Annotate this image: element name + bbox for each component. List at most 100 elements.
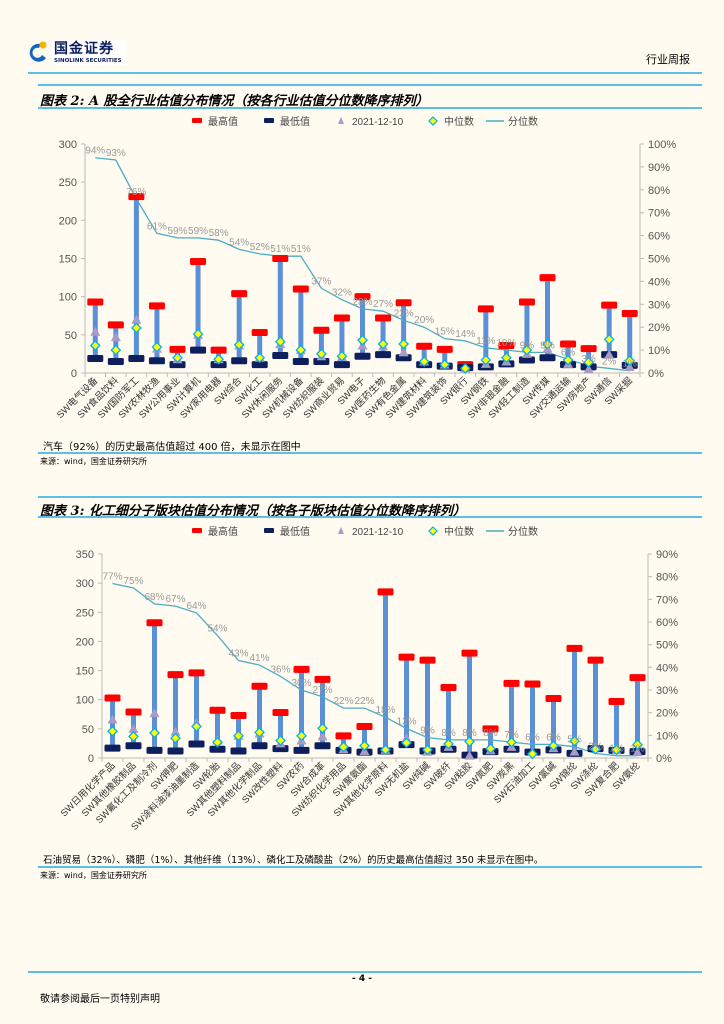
logo-icon [29,41,47,62]
min-marker [539,354,556,362]
range-bar [278,712,283,749]
median-marker [170,732,181,744]
range-bar [565,343,571,365]
range-bar [551,698,556,750]
range-bar [277,258,283,356]
percentile-label: 54% [229,237,249,248]
range-bar [133,196,139,359]
percentile-label: 6% [546,732,561,743]
max-marker [167,671,184,679]
max-marker [125,708,142,716]
percentile-label: 1% [609,744,624,755]
range-bar [383,591,388,752]
max-marker [293,665,310,673]
min-marker [333,361,350,369]
median-marker [338,741,349,753]
range-bar [339,318,345,365]
max-marker [251,682,268,690]
industry-valuation-chart: 最高值 最低值 2021-12-10 中位数 分位数 0 50 100 150 200 250 300… [54,115,676,421]
percentile-label: 23% [394,308,414,319]
range-bar [318,330,324,362]
max-marker [148,302,165,310]
median-marker [128,731,139,742]
legend-label: 最高值 [208,115,238,128]
percentile-label: 8% [441,728,456,739]
legend-min-marker [264,118,274,123]
max-marker [210,346,227,354]
median-marker [296,730,307,742]
y-tick-label: 250 [59,177,77,189]
median-marker [274,336,286,348]
y-tick-label: 150 [59,254,77,266]
median-marker [357,334,368,346]
percentile-label: 2% [602,356,617,367]
percentile-label: 27% [373,299,393,310]
percentile-label: 43% [228,649,248,660]
figure3-note: 石油贸易（32%）、磷肥（1%）、其他纤维（13%）、磷化工及磷酸盐（2%）的历… [43,855,544,866]
min-marker [148,357,165,365]
report-type: 行业周报 [646,53,690,66]
median-marker [611,744,622,756]
percentile-label: 58% [209,228,229,239]
percentile-label: 51% [270,244,290,255]
legend-current-marker [338,117,344,124]
median-marker [254,726,265,738]
percentile-label: 7% [504,730,519,741]
median-marker [191,721,202,732]
max-marker [560,340,577,348]
percentile-label: 1% [622,359,637,370]
max-marker [580,345,597,353]
y2-tick-label: 90% [656,549,678,561]
median-marker [527,748,538,760]
max-marker [169,345,186,353]
brand-name-en: SINOLINK SECURITIES [54,58,122,64]
current-marker [149,708,160,718]
median-marker [562,354,574,366]
median-marker [89,340,101,351]
current-marker [107,714,118,724]
median-marker [377,338,389,350]
range-bar [483,308,489,367]
figure2-title-rule [38,107,702,109]
legend-median-marker [428,526,438,536]
range-bar [635,677,640,752]
min-marker [292,358,309,366]
y2-tick-label: 60% [656,617,678,629]
range-bar [467,653,472,756]
y2-tick-label: 10% [656,730,678,742]
median-marker [317,722,328,734]
y-tick-label: 100 [59,292,77,304]
percentile-label: 77% [102,571,122,582]
legend-median-marker [428,116,438,126]
max-marker [272,709,289,717]
range-bar [572,648,577,754]
y2-tick-label: 50% [648,254,670,266]
y2-tick-label: 100% [648,139,676,151]
y2-tick-label: 50% [656,640,678,652]
max-marker [375,314,392,322]
median-marker [172,352,183,364]
max-marker [498,342,515,350]
percentile-label: 8% [462,728,477,739]
max-marker [230,711,247,719]
range-bar [380,318,386,355]
percentile-line [95,157,630,372]
max-marker [128,193,145,201]
percentile-label: 51% [291,244,311,255]
percentile-label: 36% [270,664,290,675]
percentile-label: 61% [147,221,167,232]
range-bar [298,289,304,362]
min-marker [251,361,268,369]
y2-tick-label: 20% [648,322,670,334]
y2-tick-label: 80% [656,572,678,584]
max-marker [209,706,226,714]
y2-tick-label: 70% [656,594,678,606]
y2-tick-label: 30% [656,685,678,697]
median-marker [459,363,471,374]
percentile-label: 6% [561,347,576,358]
current-marker [464,750,475,760]
percentile-label: 32% [332,288,352,299]
range-bar [524,302,530,361]
range-bar [446,687,451,750]
current-marker [583,364,594,374]
